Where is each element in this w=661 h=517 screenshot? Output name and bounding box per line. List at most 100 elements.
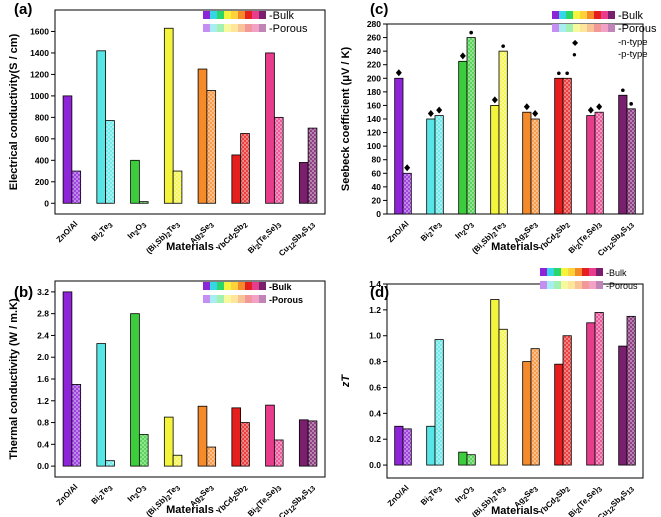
bar-bulk (586, 322, 596, 466)
panel-label: (a) (14, 1, 32, 18)
legend-swatch-bulk (589, 268, 596, 276)
y-tick-label: 100 (367, 141, 381, 151)
bar-bulk (130, 313, 140, 467)
legend-swatch-bulk (540, 268, 547, 276)
legend-swatch-porous (217, 295, 224, 303)
legend-swatch-bulk (566, 11, 573, 19)
legend-swatch-porous (596, 281, 603, 289)
bar-bulk (96, 343, 107, 467)
bar-porous (530, 118, 540, 215)
x-tick-label: Cu12Sb4S13 (277, 482, 317, 517)
legend-swatch-bulk (231, 11, 238, 19)
plot-frame (54, 280, 326, 478)
y-tick-label: 220 (367, 60, 381, 70)
y-tick-label: 2.0 (37, 352, 49, 362)
bar-porous (172, 454, 183, 467)
bar-porous (466, 37, 476, 215)
legend-swatch-bulk (259, 11, 266, 19)
legend-marker-label: -p-type (618, 49, 648, 60)
legend-swatch-bulk (594, 11, 601, 19)
legend-swatch-porous (217, 24, 224, 32)
x-tick-label: Ag2Se3 (512, 219, 540, 247)
bar-bulk (554, 77, 564, 215)
y-tick-label: 140 (367, 114, 381, 124)
legend-swatch-bulk (217, 11, 224, 19)
plot-frame (386, 23, 644, 215)
x-tick-label: Bi2Te3 (419, 483, 444, 508)
y-tick-label: 1.0 (369, 331, 381, 341)
x-tick-label: YbCd2Sb2 (214, 482, 249, 517)
x-axis-label: Materials (166, 241, 214, 253)
y-tick-label: 0.0 (369, 460, 381, 470)
x-tick-label: ZnO/Al (385, 219, 410, 244)
bar-porous (434, 339, 444, 466)
y-tick-label: 2.8 (37, 309, 49, 319)
y-tick-label: 0.6 (369, 382, 381, 392)
legend-swatch-porous (580, 24, 587, 32)
x-axis-label: Materials (491, 505, 539, 517)
bar-porous (307, 420, 318, 467)
legend-swatch-bulk (238, 282, 245, 290)
legend-swatch-porous (559, 24, 566, 32)
y-tick-label: 60 (372, 168, 382, 178)
n-type-marker (523, 103, 530, 111)
bar-porous (530, 348, 540, 466)
legend-swatch-bulk (224, 282, 231, 290)
legend-label-bulk: -Bulk (269, 10, 295, 22)
legend-label-porous: -Porous (618, 23, 657, 35)
legend-swatch-bulk (217, 282, 224, 290)
legend-swatch-porous (575, 281, 582, 289)
y-tick-label: 180 (367, 87, 381, 97)
bar-bulk (522, 111, 532, 215)
bar-porous (626, 108, 636, 215)
y-tick-label: 120 (367, 128, 381, 138)
bar-porous (594, 111, 604, 215)
legend-swatch-porous (231, 295, 238, 303)
bar-porous (138, 201, 149, 204)
y-tick-label: 20 (372, 195, 382, 205)
y-tick-label: 80 (372, 155, 382, 165)
x-tick-label: Bi2Te3 (419, 219, 444, 244)
legend-swatch-porous (561, 281, 568, 289)
bar-bulk (265, 52, 275, 204)
bar-bulk (163, 416, 174, 467)
legend-swatch-bulk (568, 268, 575, 276)
y-tick-label: 0.4 (369, 408, 381, 418)
legend-marker-symbol: ◆ (572, 38, 579, 47)
legend-swatch-bulk (252, 282, 259, 290)
bar-porous (498, 328, 508, 466)
plot-frame (386, 283, 644, 479)
legend: -Bulk -Porous (540, 268, 638, 291)
bar-porous (206, 446, 217, 467)
y-tick-label: 40 (372, 182, 382, 192)
bar-porous (498, 50, 508, 215)
bar-porous (402, 428, 412, 466)
legend-swatch-porous (238, 295, 245, 303)
bar-porous (466, 454, 476, 466)
legend-marker-label: -n-type (618, 37, 648, 48)
bar-bulk (426, 118, 436, 215)
plot-frame (54, 9, 326, 215)
legend: -Bulk-Porous ◆ -n-type ● -p-type (552, 10, 657, 60)
bar-porous (71, 170, 82, 204)
y-tick-label: 400 (35, 155, 49, 165)
bar-bulk (62, 95, 73, 204)
legend-swatch-porous (608, 24, 615, 32)
bar-bulk (618, 94, 628, 215)
p-type-marker (557, 71, 561, 76)
y-tick-label: 0.8 (37, 418, 49, 428)
bar-bulk (394, 77, 404, 215)
legend-swatch-porous (587, 24, 594, 32)
legend-swatch-bulk (575, 268, 582, 276)
x-tick-label: Cu12Sb4S13 (596, 483, 636, 517)
bar-bulk (231, 407, 242, 467)
p-type-marker (621, 88, 625, 93)
legend-swatch-bulk (224, 11, 231, 19)
legend-swatch-bulk (554, 268, 561, 276)
legend-swatch-bulk (552, 11, 559, 19)
bar-porous (594, 312, 604, 466)
y-tick-label: 2.4 (37, 330, 49, 340)
bar-bulk (265, 404, 275, 467)
bar-porous (273, 116, 284, 204)
legend-swatch-porous (245, 24, 252, 32)
